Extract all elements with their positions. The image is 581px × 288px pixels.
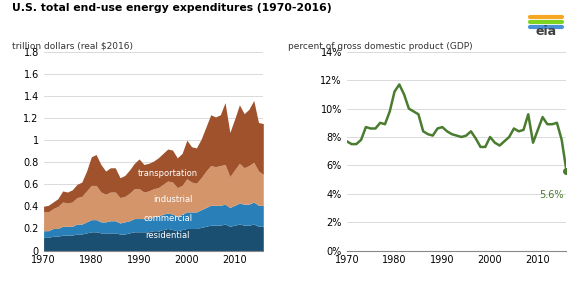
Text: 5.6%: 5.6% (540, 190, 564, 200)
Text: percent of gross domestic product (GDP): percent of gross domestic product (GDP) (288, 42, 472, 51)
Text: U.S. total end-use energy expenditures (1970-2016): U.S. total end-use energy expenditures (… (12, 3, 331, 13)
Text: trillion dollars (real $2016): trillion dollars (real $2016) (12, 42, 132, 51)
Text: industrial: industrial (153, 195, 192, 204)
Text: eia: eia (536, 25, 557, 38)
Text: commercial: commercial (143, 214, 192, 223)
Text: transportation: transportation (138, 169, 198, 178)
Text: residential: residential (145, 231, 190, 240)
